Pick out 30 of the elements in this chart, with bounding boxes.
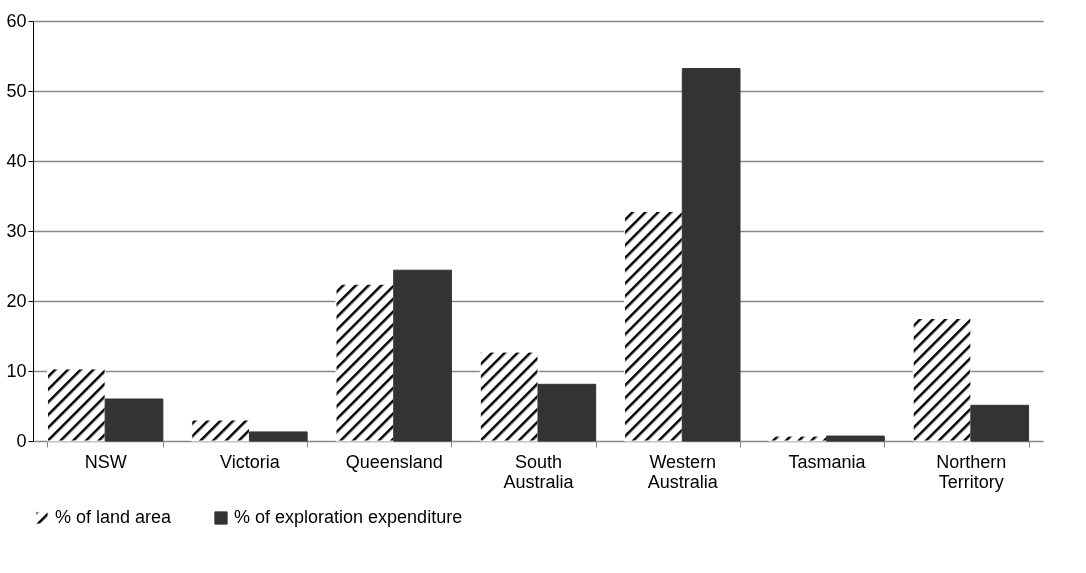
y-tick-label: 10 xyxy=(6,360,27,381)
bar xyxy=(826,435,885,442)
x-tick-label: Northern Territory xyxy=(936,451,1007,492)
bar xyxy=(191,419,250,442)
x-tick-label: Western Australia xyxy=(647,451,719,492)
bar xyxy=(970,404,1030,442)
bar xyxy=(912,318,972,442)
bar xyxy=(335,283,395,442)
x-tick-label: Tasmania xyxy=(788,451,867,472)
x-tick-label: NSW xyxy=(84,451,127,472)
y-tick-label: 0 xyxy=(16,430,27,451)
y-tick-label: 40 xyxy=(6,150,27,171)
x-tick-label: South Australia xyxy=(503,451,575,492)
legend-label: % of land area xyxy=(55,507,173,527)
bar xyxy=(479,351,539,442)
bar xyxy=(393,269,452,442)
x-tick-label: Queensland xyxy=(345,451,443,472)
bar xyxy=(537,383,597,442)
bar xyxy=(768,435,828,442)
y-tick-label: 20 xyxy=(6,290,27,311)
bar xyxy=(681,68,741,442)
x-tick-label: Victoria xyxy=(220,451,281,472)
legend-label: % of exploration expenditure xyxy=(234,507,463,527)
y-tick-label: 30 xyxy=(6,220,27,241)
bar xyxy=(104,398,164,442)
bar xyxy=(624,210,683,442)
bar xyxy=(46,368,106,442)
y-tick-label: 60 xyxy=(6,10,27,31)
y-tick-label: 50 xyxy=(6,80,27,101)
bar xyxy=(248,431,308,442)
